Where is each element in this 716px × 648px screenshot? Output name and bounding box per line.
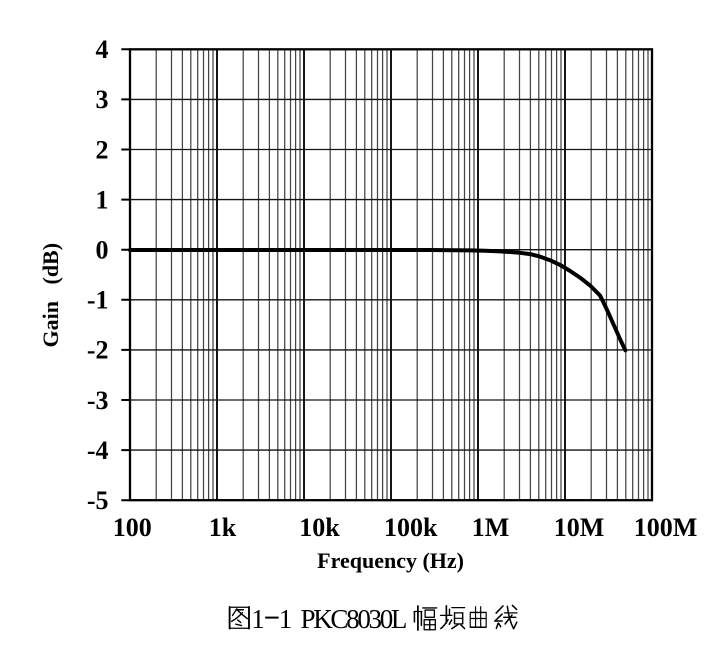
- svg-text:PKC8030L: PKC8030L: [301, 604, 406, 634]
- svg-text:Frequency (Hz): Frequency (Hz): [317, 548, 464, 573]
- svg-text:1k: 1k: [209, 513, 237, 542]
- svg-text:4: 4: [96, 35, 109, 64]
- svg-text:10k: 10k: [299, 513, 340, 542]
- svg-text:100k: 100k: [384, 513, 438, 542]
- svg-text:-2: -2: [87, 336, 109, 365]
- svg-text:100M: 100M: [634, 513, 698, 542]
- svg-text:-4: -4: [87, 436, 109, 465]
- svg-text:10M: 10M: [554, 513, 605, 542]
- svg-text:-1: -1: [87, 286, 109, 315]
- svg-text:1: 1: [96, 185, 109, 214]
- svg-text:1M: 1M: [472, 513, 510, 542]
- svg-text:3: 3: [96, 85, 109, 114]
- svg-text:1: 1: [251, 604, 265, 634]
- svg-text:100: 100: [113, 513, 152, 542]
- svg-text:-5: -5: [87, 486, 109, 515]
- svg-text:-3: -3: [87, 386, 109, 415]
- svg-text:Gain (dB): Gain (dB): [38, 243, 63, 348]
- svg-text:1: 1: [279, 604, 293, 634]
- svg-text:0: 0: [96, 236, 109, 265]
- svg-text:2: 2: [96, 135, 109, 164]
